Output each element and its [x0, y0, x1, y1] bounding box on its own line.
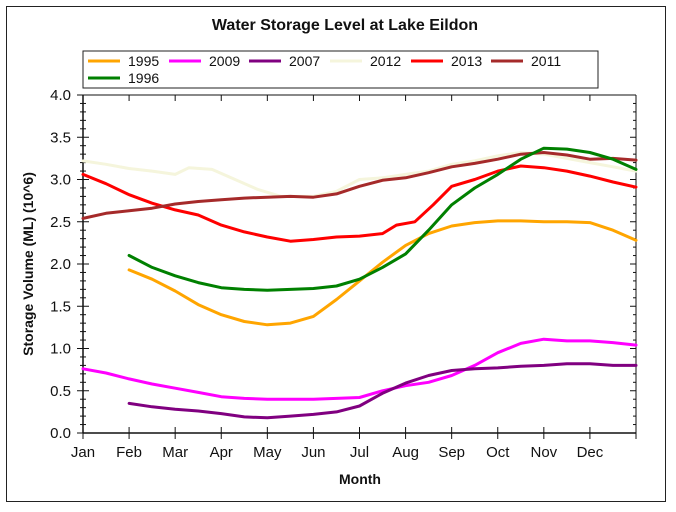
x-tick-label: Apr [210, 444, 233, 461]
axes: 0.0 0.5 1.0 1.5 2.0 2.5 3.0 3.5 4.0 Jan Feb Mar Apr M… [50, 87, 637, 461]
series-line-2007 [127, 362, 638, 420]
y-tick-label: 3.0 [50, 172, 71, 189]
legend: 1995 2009 2007 2012 2013 2011 1996 [82, 50, 599, 89]
legend-label-2009: 2009 [209, 53, 240, 69]
series-line-2013 [81, 164, 638, 243]
chart-title: Water Storage Level at Lake Eildon [212, 17, 478, 34]
y-tick-label: 2.0 [50, 256, 71, 273]
x-tick-label: May [253, 444, 282, 461]
x-tick-label: Feb [116, 444, 142, 461]
legend-label-2013: 2013 [451, 53, 482, 69]
legend-label-2007: 2007 [289, 53, 320, 69]
y-axis-title: Storage Volume (ML) (10^6) [20, 172, 36, 356]
legend-label-1996: 1996 [128, 70, 159, 86]
x-tick-label: Mar [162, 444, 188, 461]
series-line-1995 [127, 219, 638, 327]
x-tick-label: Oct [486, 444, 510, 461]
series-line-2011 [81, 151, 638, 220]
series-group [81, 146, 638, 420]
chart-frame [6, 6, 666, 502]
x-tick-label: Jun [301, 444, 325, 461]
x-tick-label: Jan [71, 444, 95, 461]
y-tick-label: 0.0 [50, 425, 71, 442]
x-tick-label: Nov [530, 444, 557, 461]
legend-label-2011: 2011 [531, 53, 561, 69]
y-tick-label: 3.5 [50, 129, 71, 146]
x-axis-title: Month [339, 471, 381, 487]
y-tick-label: 2.5 [50, 214, 71, 231]
x-tick-label: Dec [577, 444, 604, 461]
legend-box [82, 50, 599, 89]
series-line-1996 [127, 146, 638, 292]
y-tick-label: 0.5 [50, 383, 71, 400]
y-tick-label: 4.0 [50, 87, 71, 104]
series-line-2009 [81, 337, 638, 401]
y-tick-label: 1.0 [50, 341, 71, 358]
legend-label-2012: 2012 [370, 53, 401, 69]
y-tick-label: 1.5 [50, 298, 71, 315]
x-tick-label: Sep [438, 444, 465, 461]
legend-label-1995: 1995 [128, 53, 159, 69]
series-line-2012 [81, 151, 638, 198]
x-tick-label: Jul [350, 444, 369, 461]
x-tick-label: Aug [392, 444, 419, 461]
